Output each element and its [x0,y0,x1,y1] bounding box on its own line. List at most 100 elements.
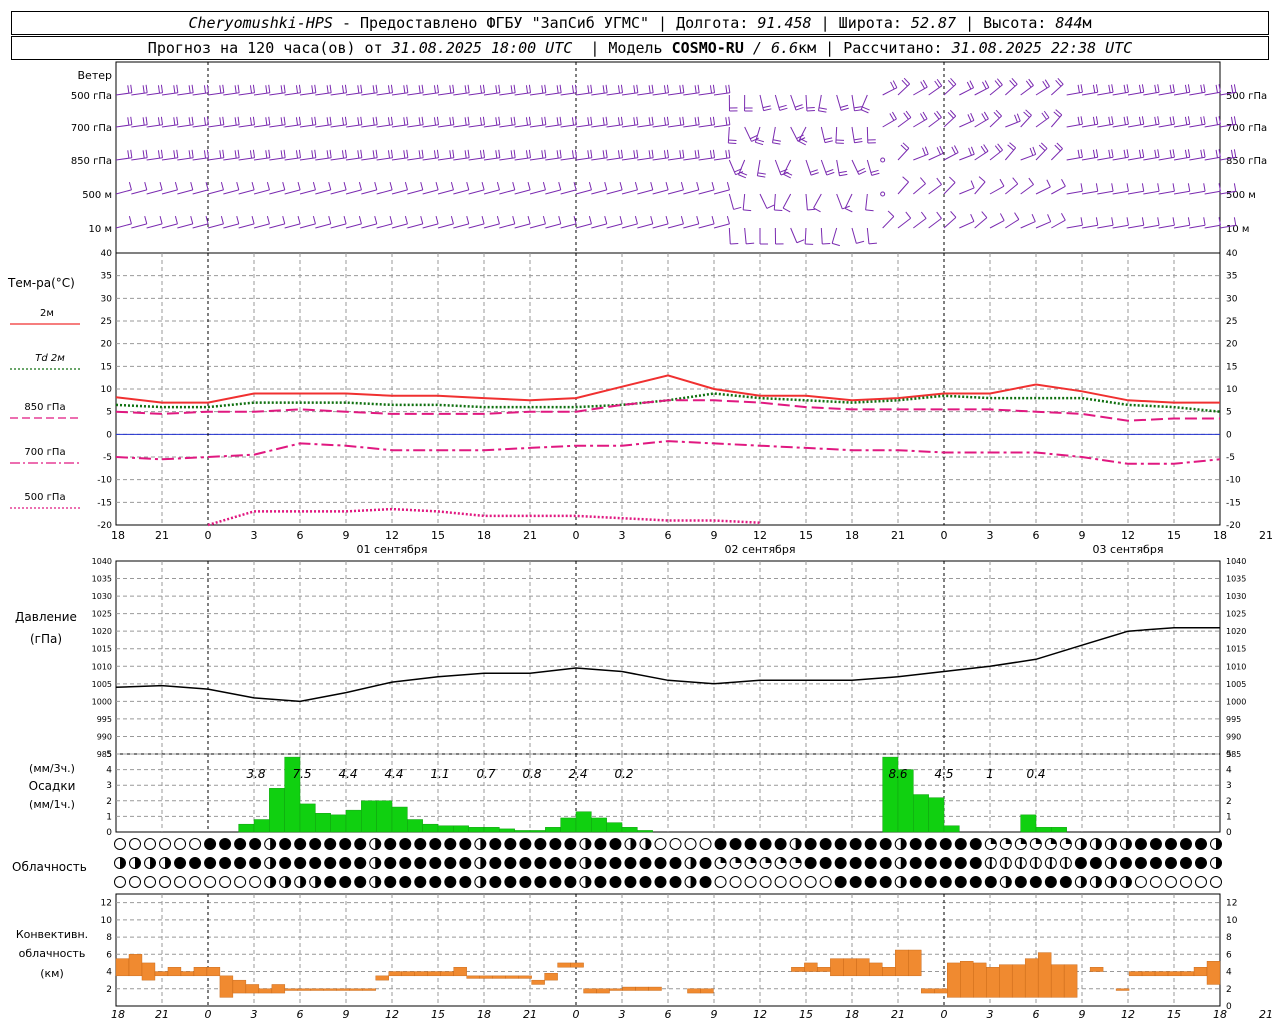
wind-level-label: 700 гПа [71,123,112,134]
cloud-symbol-fill [900,876,907,888]
wind-barb [146,223,163,229]
wind-barb [238,92,255,96]
precip-3h-label: 4.5 [934,767,953,781]
wind-barb [330,223,347,229]
wind-barb-feather [450,216,454,224]
convective-hour-label: 6 [1033,1008,1040,1021]
wind-barb-feather [237,84,240,93]
wind-barb [575,223,592,229]
cloud-symbol [879,857,892,869]
precip-bar [514,830,531,833]
precip-bar [253,819,270,833]
wind-barb [131,157,148,161]
cloud-symbol [969,857,982,869]
wind-barb-feather [1111,116,1114,125]
wind-barb [913,218,927,229]
wind-barb [376,223,393,229]
cloud-symbol [519,857,532,869]
wind-barb [1112,156,1129,161]
temp-tick-label-left: 10 [101,385,113,395]
wind-barb-feather [738,174,747,179]
wind-barb [728,193,735,210]
wind-barb-feather [482,116,486,125]
wind-barb-feather [694,117,697,126]
wind-barb-feather [920,113,925,121]
convective-bar [986,967,1000,998]
cloud-symbol [1179,838,1192,850]
lon-value: 91.458 [757,14,812,32]
cloud-symbol [384,857,397,869]
wind-barb-feather [341,150,345,159]
wind-barb-feather [1046,179,1051,188]
wind-barb-feather [452,84,455,93]
cloud-symbol [594,876,607,888]
wind-barb-feather [574,149,578,158]
cloud-symbol-fill [1005,838,1012,844]
wind-level-label-right: 500 гПа [1226,91,1267,102]
wind-barb-feather [1108,84,1111,93]
cloud-symbol-fill [1035,838,1042,844]
wind-barb-feather [995,109,1002,117]
wind-barb [468,189,485,195]
wind-barb-feather [1233,116,1237,125]
wind-barb-feather [358,182,362,190]
wind-barb-feather [498,84,501,93]
cloud-symbol [849,838,862,850]
wind-barb [804,227,807,245]
wind-barb-feather [375,84,378,93]
cloud-symbol [219,838,232,850]
cloud-symbol [1194,857,1207,869]
wind-barb-feather [512,182,516,190]
cloud-symbol [819,857,832,869]
wind-barb-feather [280,117,283,126]
wind-barb-feather [527,182,531,190]
wind-level-label: 500 м [82,190,112,201]
wind-barb-feather [798,140,806,146]
convective-hour-label: 3 [619,1008,626,1021]
temp-tick-label-left: 40 [101,249,113,259]
wind-barb [115,223,132,229]
convective-bar [570,962,584,968]
cloud-symbol [189,857,202,869]
wind-barb-feather [905,211,912,219]
cloud-symbol [939,838,952,850]
wind-barb-feather [870,169,879,173]
cloud-symbol [309,838,322,850]
wind-barb [851,159,860,175]
wind-barb-feather [1111,217,1114,226]
wind-barb-feather [406,84,409,93]
precip-tick-right: 0 [1226,828,1232,838]
wind-barb-feather [1111,84,1114,93]
wind-barb [1035,186,1051,195]
wind-barb-feather [755,141,764,146]
wind-barb [330,124,347,128]
wind-barb [1081,123,1098,128]
wind-barb [1081,190,1098,195]
wind-barb-feather [481,216,485,224]
wind-barb-feather [142,150,145,159]
wind-barb-feather [697,116,700,125]
wind-barb-feather [620,149,624,158]
wind-barb-feather [203,150,207,159]
pressure-tick-right: 1015 [1226,645,1246,654]
wind-barb-feather [1126,116,1129,125]
wind-barb-feather [573,216,577,224]
wind-barb [637,223,653,229]
wind-barb-feather [1138,116,1142,125]
temp-tick-label-right: 5 [1226,408,1232,418]
wind-barb-feather [858,170,867,175]
wind-barb [529,92,546,96]
wind-barb-feather [1053,111,1061,118]
wind-barb [959,119,975,128]
wind-barb-feather [558,182,562,190]
wind-barb-feather [1154,84,1157,93]
wind-barb [943,182,956,195]
wind-barb [1005,218,1020,229]
wind-barb-feather [219,85,222,94]
wind-barb-feather [466,182,470,190]
convective-hour-label: 12 [753,1008,767,1021]
wind-barb [805,94,808,112]
wind-barb-feather [902,142,910,149]
cloud-symbol [549,838,562,850]
convective-hour-label: 18 [845,1008,859,1021]
